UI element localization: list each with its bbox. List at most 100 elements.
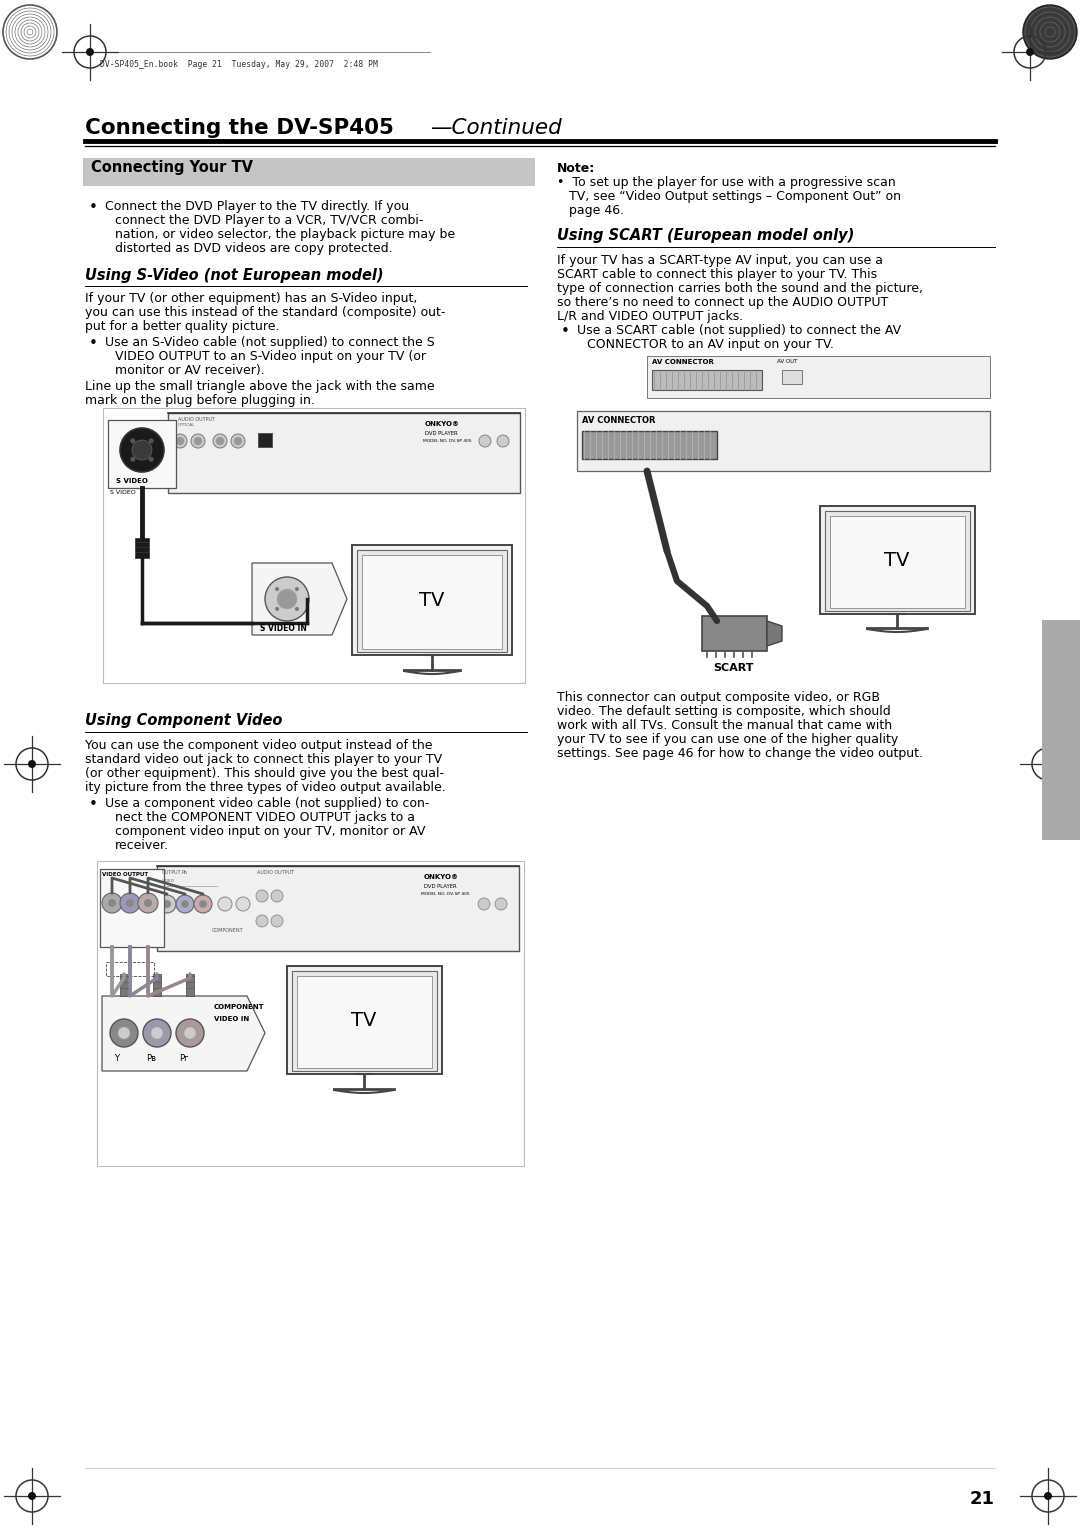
Text: CONNECTOR to an AV input on your TV.: CONNECTOR to an AV input on your TV. bbox=[588, 338, 834, 351]
Circle shape bbox=[231, 434, 245, 448]
Polygon shape bbox=[767, 620, 782, 646]
Text: TV, see “Video Output settings – Component Out” on: TV, see “Video Output settings – Compone… bbox=[557, 189, 901, 203]
Text: DVD PLAYER: DVD PLAYER bbox=[426, 431, 458, 435]
Circle shape bbox=[265, 578, 309, 620]
Circle shape bbox=[102, 892, 122, 914]
Text: •: • bbox=[89, 200, 98, 215]
Circle shape bbox=[173, 434, 187, 448]
Text: type of connection carries both the sound and the picture,: type of connection carries both the soun… bbox=[557, 283, 923, 295]
Text: Using S-Video (not European model): Using S-Video (not European model) bbox=[85, 267, 383, 283]
Text: put for a better quality picture.: put for a better quality picture. bbox=[85, 319, 280, 333]
Circle shape bbox=[234, 437, 242, 445]
Circle shape bbox=[497, 435, 509, 448]
Text: your TV to see if you can use one of the higher quality: your TV to see if you can use one of the… bbox=[557, 733, 899, 746]
Circle shape bbox=[176, 1019, 204, 1047]
Text: VIDEO: VIDEO bbox=[162, 879, 175, 883]
Bar bbox=[647, 356, 990, 397]
Bar bbox=[258, 432, 272, 448]
Circle shape bbox=[120, 428, 164, 472]
Circle shape bbox=[120, 892, 140, 914]
Text: COMPONENT: COMPONENT bbox=[212, 927, 244, 934]
Circle shape bbox=[199, 900, 207, 908]
Text: Use an S-Video cable (not supplied) to connect the S: Use an S-Video cable (not supplied) to c… bbox=[105, 336, 435, 348]
Bar bbox=[83, 157, 535, 186]
Circle shape bbox=[132, 440, 152, 460]
Circle shape bbox=[181, 900, 189, 908]
Circle shape bbox=[194, 895, 212, 914]
Text: OUTPUT: OUTPUT bbox=[162, 869, 181, 876]
Text: distorted as DVD videos are copy protected.: distorted as DVD videos are copy protect… bbox=[114, 241, 393, 255]
Text: Pb: Pb bbox=[183, 869, 188, 876]
Circle shape bbox=[176, 895, 194, 914]
Circle shape bbox=[108, 898, 116, 908]
Circle shape bbox=[1023, 5, 1077, 60]
Text: •: • bbox=[89, 336, 98, 351]
Text: Y: Y bbox=[114, 1054, 120, 1063]
Circle shape bbox=[295, 607, 299, 611]
Bar bbox=[582, 431, 717, 458]
Circle shape bbox=[216, 437, 224, 445]
Text: receiver.: receiver. bbox=[114, 839, 168, 853]
Circle shape bbox=[276, 588, 297, 610]
Text: —Continued: —Continued bbox=[430, 118, 562, 138]
Text: •: • bbox=[561, 324, 570, 339]
Text: AUDIO OUTPUT: AUDIO OUTPUT bbox=[178, 417, 215, 422]
Text: settings. See page 46 for how to change the video output.: settings. See page 46 for how to change … bbox=[557, 747, 923, 759]
Circle shape bbox=[256, 915, 268, 927]
Circle shape bbox=[218, 897, 232, 911]
Text: DV-SP405_En.book  Page 21  Tuesday, May 29, 2007  2:48 PM: DV-SP405_En.book Page 21 Tuesday, May 29… bbox=[100, 60, 378, 69]
Text: SCART cable to connect this player to your TV. This: SCART cable to connect this player to yo… bbox=[557, 267, 877, 281]
Text: ONKYO®: ONKYO® bbox=[424, 874, 459, 880]
Text: you can use this instead of the standard (composite) out-: you can use this instead of the standard… bbox=[85, 306, 445, 319]
Polygon shape bbox=[102, 996, 265, 1071]
Circle shape bbox=[176, 437, 184, 445]
Text: MODEL NO. DV-SP 405: MODEL NO. DV-SP 405 bbox=[423, 439, 472, 443]
Bar bbox=[782, 370, 802, 384]
Text: •: • bbox=[89, 798, 98, 811]
Text: DVD PLAYER: DVD PLAYER bbox=[424, 885, 457, 889]
Bar bbox=[186, 973, 194, 996]
Text: VIDEO IN: VIDEO IN bbox=[214, 1016, 249, 1022]
Text: S VIDEO: S VIDEO bbox=[110, 490, 136, 495]
Circle shape bbox=[86, 47, 94, 57]
Bar bbox=[287, 966, 442, 1074]
Bar bbox=[1042, 620, 1080, 840]
Bar bbox=[103, 408, 525, 683]
Text: TV: TV bbox=[885, 550, 909, 570]
Bar bbox=[831, 516, 966, 608]
Circle shape bbox=[478, 898, 490, 911]
Text: L/R and VIDEO OUTPUT jacks.: L/R and VIDEO OUTPUT jacks. bbox=[557, 310, 743, 322]
Circle shape bbox=[163, 900, 171, 908]
Bar bbox=[120, 973, 129, 996]
Circle shape bbox=[275, 587, 279, 591]
Bar bbox=[702, 616, 767, 651]
Circle shape bbox=[131, 457, 135, 461]
Bar bbox=[153, 973, 161, 996]
Text: AUDIO OUTPUT: AUDIO OUTPUT bbox=[257, 869, 294, 876]
Circle shape bbox=[149, 457, 153, 461]
Circle shape bbox=[158, 895, 176, 914]
Text: •  To set up the player for use with a progressive scan: • To set up the player for use with a pr… bbox=[557, 176, 895, 189]
Circle shape bbox=[28, 759, 36, 769]
Circle shape bbox=[143, 1019, 171, 1047]
Circle shape bbox=[118, 1027, 130, 1039]
Polygon shape bbox=[252, 562, 347, 636]
Circle shape bbox=[184, 1027, 195, 1039]
Circle shape bbox=[149, 439, 153, 443]
Text: 21: 21 bbox=[970, 1490, 995, 1508]
Text: standard video out jack to connect this player to your TV: standard video out jack to connect this … bbox=[85, 753, 442, 766]
Bar bbox=[292, 970, 437, 1071]
Circle shape bbox=[480, 435, 491, 448]
Text: component video input on your TV, monitor or AV: component video input on your TV, monito… bbox=[114, 825, 426, 837]
Text: Note:: Note: bbox=[557, 162, 595, 176]
Text: nect the COMPONENT VIDEO OUTPUT jacks to a: nect the COMPONENT VIDEO OUTPUT jacks to… bbox=[114, 811, 415, 824]
Text: Using SCART (European model only): Using SCART (European model only) bbox=[557, 228, 854, 243]
Text: (or other equipment). This should give you the best qual-: (or other equipment). This should give y… bbox=[85, 767, 444, 779]
Text: VIDEO OUTPUT: VIDEO OUTPUT bbox=[102, 872, 148, 877]
Text: monitor or AV receiver).: monitor or AV receiver). bbox=[114, 364, 265, 377]
Text: Using Component Video: Using Component Video bbox=[85, 714, 282, 727]
Text: S VIDEO IN: S VIDEO IN bbox=[260, 623, 307, 633]
Circle shape bbox=[271, 889, 283, 902]
Text: ONKYO®: ONKYO® bbox=[426, 422, 460, 426]
Circle shape bbox=[1044, 759, 1052, 769]
